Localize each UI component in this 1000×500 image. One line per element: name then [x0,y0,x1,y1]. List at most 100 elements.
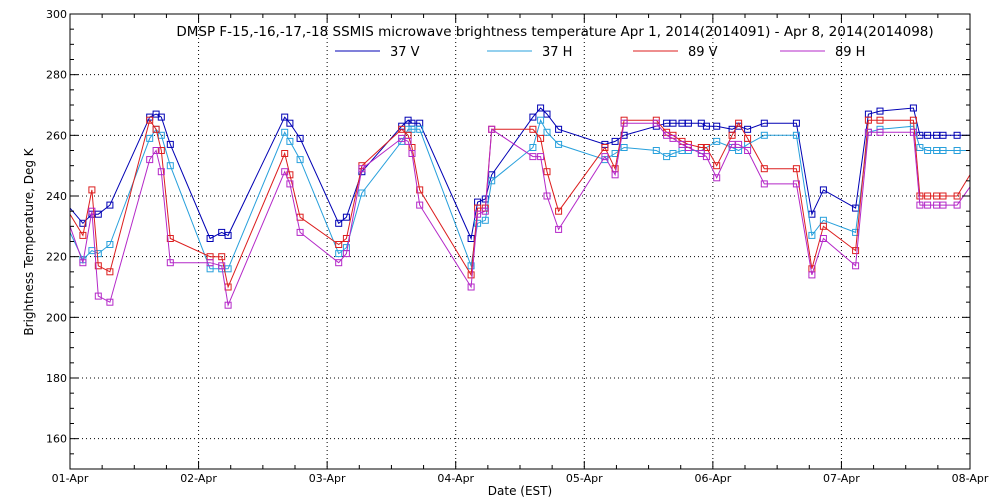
y-tick-label: 240 [46,190,67,203]
data-point [166,235,174,242]
series-line [69,107,970,241]
data-point [166,140,174,148]
data-point [537,104,545,112]
data-point [611,137,619,145]
data-point [358,189,366,197]
data-point [744,125,752,133]
data-point [876,128,884,136]
data-point [79,219,87,227]
data-point [620,144,628,151]
data-point [760,131,768,139]
data-point [713,174,721,182]
data-point [819,186,827,194]
data-point [543,110,551,118]
data-point [281,113,289,121]
data-point [206,259,214,267]
data-point [611,171,619,179]
data-point [819,235,827,242]
data-point [924,131,932,139]
chart-title: DMSP F-15,-16,-17,-18 SSMIS microwave br… [176,24,933,40]
data-point [652,119,660,127]
data-point [529,153,537,161]
x-tick-label: 04-Apr [437,472,474,485]
data-point [819,222,827,230]
data-point [281,150,289,157]
data-point [916,201,924,209]
data-point [876,116,884,124]
y-tick-label: 180 [46,372,67,385]
data-point [876,107,884,115]
data-point [713,137,721,145]
data-point [555,140,563,148]
data-point [537,116,545,124]
data-point [481,216,489,224]
data-point [79,259,87,267]
data-point [555,125,563,133]
data-point [224,231,232,239]
data-point [909,116,917,124]
data-point [744,134,752,142]
data-point [281,168,289,176]
data-point [529,125,537,133]
data-point [224,301,232,309]
data-point [157,147,165,154]
data-point [620,119,628,127]
data-point [864,116,872,124]
data-point [416,186,424,194]
data-point [152,125,160,133]
data-point [760,165,768,173]
y-axis-label: Brightness Temperature, Deg K [22,147,36,335]
y-tick-label: 300 [46,8,67,21]
data-point [146,116,154,124]
data-point [474,219,482,227]
data-point [760,119,768,127]
data-point [88,207,96,215]
data-point [106,241,114,248]
data-point [296,134,304,142]
y-tick-label: 160 [46,433,67,446]
y-tick-label: 260 [46,129,67,142]
data-point [404,137,412,145]
data-point [728,131,736,139]
data-point [157,113,165,121]
data-point [157,131,165,139]
data-point [669,134,677,142]
x-tick-label: 06-Apr [694,472,731,485]
data-point [713,122,721,130]
y-tick-label: 220 [46,251,67,264]
data-point [157,168,165,176]
data-point [79,231,87,239]
data-point [408,125,416,133]
data-point [792,131,800,139]
axes: 01-Apr 02-Apr 03-Apr 04-Apr 05-Apr 06-Apr 07-A… [46,8,989,485]
x-tick-label: 01-Apr [52,472,89,485]
data-point [669,150,677,157]
data-point [555,207,563,215]
y-tick-label: 280 [46,69,67,82]
data-point [808,231,816,239]
data-point [669,119,677,127]
series-layer [69,104,971,309]
x-axis-label: Date (EST) [488,484,552,498]
data-point [702,153,710,161]
data-point [218,253,226,261]
data-point [924,201,932,209]
data-point [146,156,154,164]
data-point [792,180,800,188]
data-point [864,128,872,136]
series-37-v [69,104,970,242]
data-point [281,128,289,136]
legend-label: 89 H [835,45,865,60]
data-point [335,250,343,258]
data-point [924,192,932,200]
data-point [286,137,294,145]
legend: 37 V 37 H 89 V 89 H [335,45,865,60]
data-point [474,210,482,218]
data-point [398,125,406,133]
data-point [342,213,350,221]
data-point [909,128,917,136]
data-point [166,259,174,267]
data-point [909,104,917,112]
data-point [953,201,961,209]
